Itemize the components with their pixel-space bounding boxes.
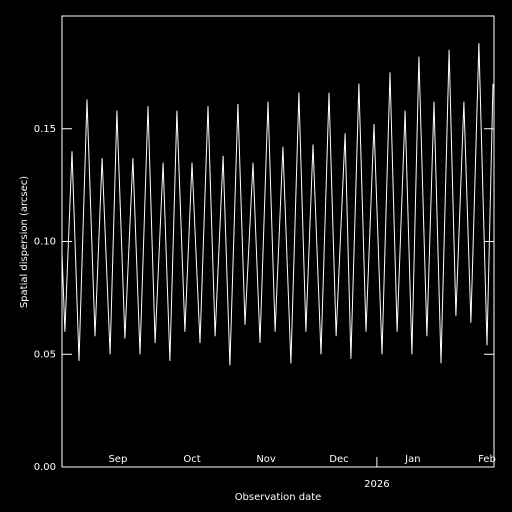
y-tick-label: 0.15 bbox=[34, 124, 56, 135]
y-tick-label: 0.05 bbox=[34, 349, 56, 360]
y-axis-title: Spatial dispersion (arcsec) bbox=[19, 176, 30, 308]
x-tick-label: Oct bbox=[183, 454, 200, 465]
data-line bbox=[61, 43, 494, 366]
year-label: 2026 bbox=[364, 479, 389, 490]
plot-frame bbox=[61, 15, 495, 468]
x-tick-label: Jan bbox=[404, 454, 420, 465]
y-tick-label: 0.00 bbox=[34, 462, 56, 473]
x-tick-label: Feb bbox=[478, 454, 496, 465]
x-axis-title: Observation date bbox=[235, 492, 322, 503]
y-tick-label: 0.10 bbox=[34, 237, 56, 248]
x-tick-label: Nov bbox=[256, 454, 276, 465]
x-tick-label: Sep bbox=[108, 454, 127, 465]
x-tick-label: Dec bbox=[329, 454, 348, 465]
